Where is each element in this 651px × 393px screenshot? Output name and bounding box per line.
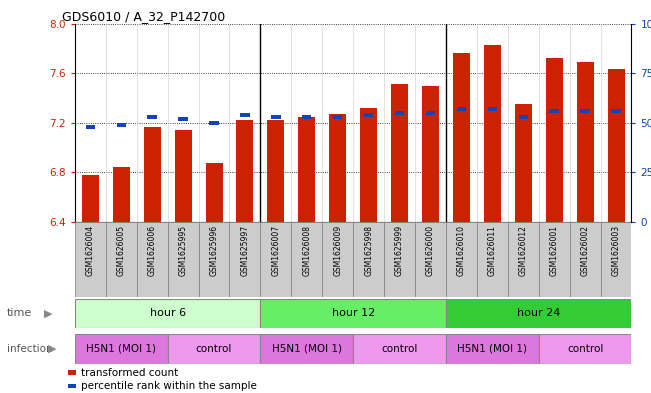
Bar [322,222,353,297]
Bar [271,115,281,119]
Bar [508,222,539,297]
Text: GSM1626006: GSM1626006 [148,225,157,276]
Bar [144,127,161,222]
Text: GSM1626002: GSM1626002 [581,225,590,276]
Bar [611,109,620,113]
Text: GSM1625999: GSM1625999 [395,225,404,276]
Bar [395,111,404,115]
Text: GSM1625997: GSM1625997 [240,225,249,276]
Bar [230,222,260,297]
Text: GSM1626008: GSM1626008 [302,225,311,276]
Bar [75,334,168,364]
Text: control: control [196,344,232,354]
Bar [364,113,373,117]
Text: infection: infection [7,344,52,354]
Text: GSM1625996: GSM1625996 [210,225,219,276]
Bar [260,299,446,328]
Bar [168,222,199,297]
Bar [539,222,570,297]
Bar [199,222,230,297]
Bar [477,222,508,297]
Text: GSM1626003: GSM1626003 [611,225,620,276]
Bar [600,222,631,297]
Bar [446,334,539,364]
Bar [422,86,439,222]
Bar [570,222,600,297]
Bar [519,115,528,119]
Text: GSM1626009: GSM1626009 [333,225,342,276]
Bar [546,58,562,222]
Bar [240,113,249,117]
Bar [607,70,624,222]
Bar [82,175,99,222]
Text: hour 24: hour 24 [517,309,561,318]
Text: H5N1 (MOI 1): H5N1 (MOI 1) [457,344,527,354]
Bar [236,120,253,222]
Bar [488,107,497,111]
Bar [302,115,311,119]
Bar [174,130,191,222]
Text: control: control [567,344,603,354]
Bar [178,117,187,121]
Bar [446,299,631,328]
Text: GSM1626004: GSM1626004 [86,225,95,276]
Bar [329,114,346,222]
Bar [268,120,284,222]
Bar [113,167,130,222]
Bar [206,163,223,222]
Text: time: time [7,309,32,318]
Bar [426,111,435,115]
Bar [446,222,477,297]
Bar [360,108,377,222]
Bar [75,299,260,328]
Text: GSM1626011: GSM1626011 [488,225,497,276]
Text: GSM1626001: GSM1626001 [549,225,559,276]
Text: H5N1 (MOI 1): H5N1 (MOI 1) [271,344,342,354]
Bar [117,123,126,127]
Text: GSM1626000: GSM1626000 [426,225,435,276]
Bar [260,334,353,364]
Bar [415,222,446,297]
Bar [353,334,446,364]
Bar [484,45,501,222]
Bar [384,222,415,297]
Bar [260,222,292,297]
Bar [148,115,157,119]
Text: control: control [381,344,418,354]
Text: ▶: ▶ [44,309,53,318]
Bar [333,115,342,119]
Text: percentile rank within the sample: percentile rank within the sample [81,381,257,391]
Bar [210,121,219,125]
Text: GSM1626012: GSM1626012 [519,225,528,276]
Bar [453,53,470,222]
Bar [353,222,384,297]
Text: GDS6010 / A_32_P142700: GDS6010 / A_32_P142700 [62,10,225,23]
Bar [86,125,95,129]
Text: GSM1625995: GSM1625995 [178,225,187,276]
Text: GSM1626010: GSM1626010 [457,225,466,276]
Bar [577,62,594,222]
Text: transformed count: transformed count [81,367,178,378]
Text: H5N1 (MOI 1): H5N1 (MOI 1) [86,344,156,354]
Bar [539,334,631,364]
Text: GSM1625998: GSM1625998 [364,225,373,276]
Bar [137,222,168,297]
Text: GSM1626007: GSM1626007 [271,225,281,276]
Bar [549,109,559,113]
Bar [75,222,105,297]
Text: hour 12: hour 12 [331,309,375,318]
Bar [298,117,315,222]
Bar [581,109,590,113]
Text: GSM1626005: GSM1626005 [117,225,126,276]
Text: ▶: ▶ [48,344,56,354]
Bar [292,222,322,297]
Bar [515,104,532,222]
Text: hour 6: hour 6 [150,309,186,318]
Bar [457,107,466,111]
Bar [106,222,137,297]
Bar [391,84,408,222]
Bar [168,334,260,364]
